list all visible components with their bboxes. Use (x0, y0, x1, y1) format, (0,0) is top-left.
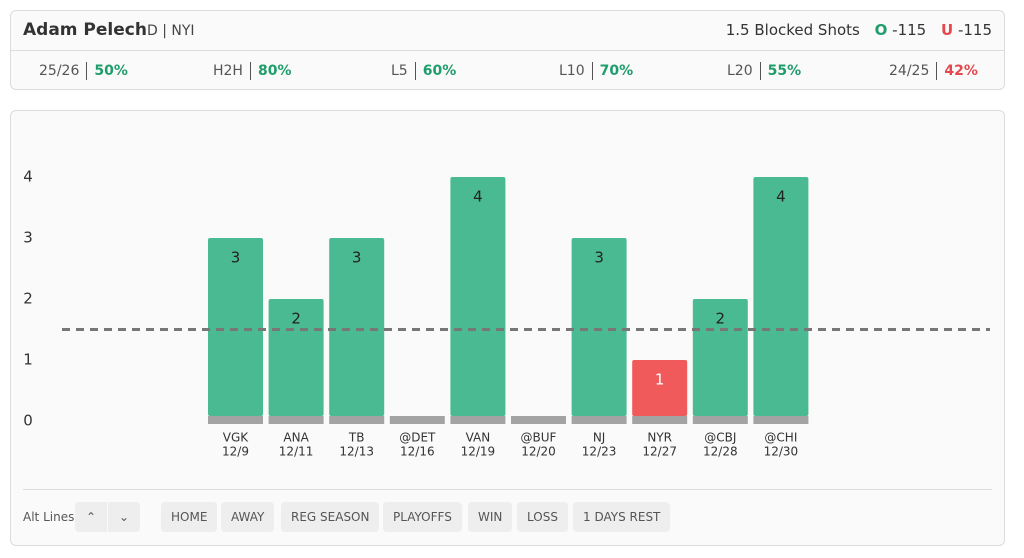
y-tick-label: 0 (23, 412, 33, 430)
player-position: D | NYI (147, 23, 195, 39)
stat-separator (759, 62, 761, 80)
stat-label: L5 (391, 63, 408, 79)
value-label: 1 (655, 371, 665, 389)
x-tick-date: 12/30 (764, 445, 799, 459)
value-label: 4 (776, 188, 786, 206)
player-card: Adam Pelech D | NYI 1.5 Blocked Shots O … (10, 10, 1005, 90)
y-tick-label: 3 (23, 229, 33, 247)
stat-label: 25/26 (39, 63, 80, 79)
bar (450, 177, 506, 416)
stat-label: L20 (727, 63, 753, 79)
stat-value: 50% (94, 63, 128, 79)
filter-button[interactable]: WIN (468, 502, 513, 532)
stat-separator (936, 62, 938, 80)
bar-base (571, 416, 627, 424)
bar-base (511, 416, 566, 424)
value-label: 4 (473, 188, 483, 206)
stat-value: 80% (257, 63, 292, 79)
x-tick-label: @BUF (521, 431, 557, 445)
stat: H2H 80% (213, 62, 291, 80)
filter-button[interactable]: AWAY (221, 502, 275, 532)
alt-lines-label: Alt Lines (23, 510, 75, 524)
y-tick-label: 4 (23, 168, 33, 186)
bar (632, 360, 688, 416)
filter-button[interactable]: HOME (161, 502, 218, 532)
stat-label: H2H (213, 63, 243, 79)
bar-base (208, 416, 263, 424)
bar-base (450, 416, 506, 424)
bar-base (692, 416, 748, 424)
y-tick-label: 2 (23, 290, 33, 308)
stat-separator (86, 62, 88, 80)
value-label: 3 (352, 249, 362, 267)
stat-separator (249, 62, 251, 80)
x-tick-label: @DET (399, 431, 436, 445)
bar-base (329, 416, 385, 424)
stat-separator (591, 62, 593, 80)
bar (268, 299, 324, 416)
under-label: U (940, 21, 954, 39)
x-tick-label: VGK (223, 431, 250, 445)
stat-value: 55% (767, 63, 802, 79)
header: Adam Pelech D | NYI 1.5 Blocked Shots O … (11, 11, 1004, 51)
x-tick-date: 12/11 (279, 445, 314, 459)
x-tick-label: NJ (593, 431, 606, 445)
filter-button[interactable]: LOSS (517, 502, 568, 532)
stat-value: 60% (422, 63, 457, 79)
bar-base (753, 416, 809, 424)
x-tick-date: 12/19 (461, 445, 496, 459)
x-tick-label: ANA (283, 431, 309, 445)
x-tick-label: NYR (647, 431, 672, 445)
bar-base (268, 416, 324, 424)
y-tick-label: 1 (23, 351, 33, 369)
player-name: Adam Pelech (23, 20, 147, 40)
controls: Alt Lines ⌃ ⌄ HOME AWAY REG SEASON PLAYOFFS… (23, 489, 992, 547)
filter-button[interactable]: 1 DAYS REST (573, 502, 671, 532)
prop-name: 1.5 Blocked Shots (725, 21, 860, 39)
stat-value: 70% (599, 63, 634, 79)
x-tick-date: 12/28 (703, 445, 738, 459)
filter-button[interactable]: PLAYOFFS (383, 502, 462, 532)
stat-label: L10 (559, 63, 585, 79)
value-label: 3 (231, 249, 241, 267)
prop-line: 1.5 Blocked Shots O -115 U -115 (726, 21, 992, 39)
alt-line-up[interactable]: ⌃ (75, 502, 107, 532)
stat: 25/26 50% (39, 62, 128, 80)
x-tick-date: 12/16 (400, 445, 435, 459)
stat: L10 70% (559, 62, 633, 80)
x-tick-label: @CBJ (704, 431, 736, 445)
x-tick-date: 12/27 (642, 445, 677, 459)
x-tick-date: 12/13 (339, 445, 374, 459)
over-odds: -115 (892, 21, 927, 39)
stat-label: 24/25 (889, 63, 930, 79)
x-tick-date: 12/9 (222, 445, 249, 459)
bar (208, 238, 263, 416)
x-tick-label: TB (348, 431, 365, 445)
stat: 24/25 42% (889, 62, 978, 80)
stat-separator (414, 62, 416, 80)
alt-line-down[interactable]: ⌄ (108, 502, 140, 532)
under-odds: -115 (957, 21, 992, 39)
bar-base (632, 416, 688, 424)
x-tick-label: VAN (466, 431, 491, 445)
value-label: 2 (716, 310, 726, 328)
value-label: 2 (291, 310, 301, 328)
value-label: 3 (594, 249, 604, 267)
over-label: O (874, 21, 888, 39)
filter-button[interactable]: REG SEASON (281, 502, 380, 532)
stat: L5 60% (391, 62, 456, 80)
x-tick-date: 12/23 (582, 445, 617, 459)
bar-base (389, 416, 445, 424)
bar (571, 238, 627, 416)
stat: L20 55% (727, 62, 801, 80)
stats-row: 25/26 50% H2H 80% L5 60% L10 70% L20 55% 24/25 42% (11, 51, 1004, 91)
bar (753, 177, 809, 416)
bar (329, 238, 385, 416)
x-tick-label: @CHI (764, 431, 797, 445)
stat-value: 42% (944, 63, 978, 79)
x-tick-date: 12/20 (521, 445, 556, 459)
